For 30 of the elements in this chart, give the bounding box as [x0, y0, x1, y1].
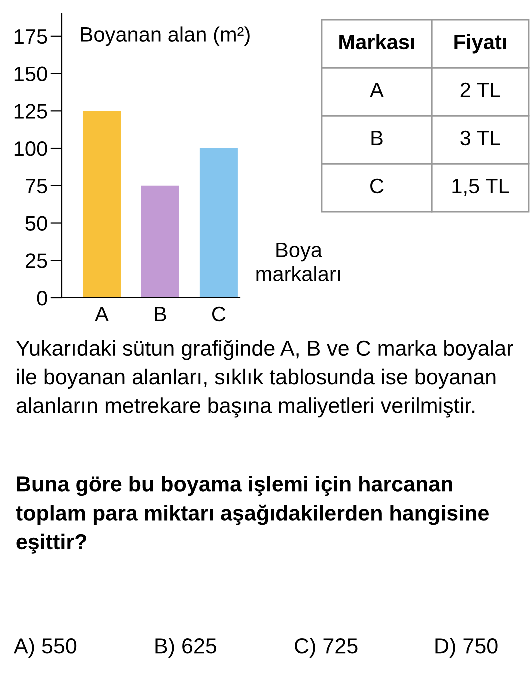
x-tick-label: C [212, 306, 226, 322]
text: Fiyatı [454, 34, 506, 54]
text: B) 625 [156, 638, 217, 658]
text: A [370, 83, 384, 98]
y-tick-label: 100 [14, 142, 48, 156]
text: Buna göre bu boyama işlemi için harcanan toplam para miktarı aşağıdakilerden hangisine eşittir? [16, 476, 489, 554]
text: C) 725 [295, 638, 358, 658]
text: B [372, 131, 383, 146]
text: Yukarıdaki sütun grafiğinde A, B ve C marka boyalar ile boyanan alanları, sıklık tablosunda ise boyanan alanların metrekare başına maliyetleri verilmiştir. [16, 340, 514, 418]
x-tick-label: A [95, 307, 109, 322]
text: 3 TL [460, 130, 500, 146]
x-axis-title: Boya markaları [256, 243, 340, 282]
text: A) 550 [14, 638, 77, 658]
text: C [370, 178, 384, 194]
text: 2 TL [460, 82, 500, 98]
bar [141, 186, 180, 298]
y-tick-label: 175 [14, 30, 48, 44]
bar [82, 111, 121, 298]
y-tick-label: 75 [26, 179, 48, 194]
bar [200, 148, 238, 298]
y-tick-label: 150 [14, 66, 48, 82]
x-tick-label: B [155, 307, 166, 322]
y-tick-label: 0 [37, 291, 48, 306]
text: 1,5 TL [452, 179, 510, 196]
y-axis-title: Boyanan alan (m²) [82, 26, 250, 46]
y-tick-label: 125 [14, 104, 48, 119]
text: Markası [340, 34, 414, 50]
y-tick-label: 50 [26, 216, 48, 232]
y-tick-label: 25 [26, 254, 48, 268]
text: D) 750 [436, 638, 498, 658]
